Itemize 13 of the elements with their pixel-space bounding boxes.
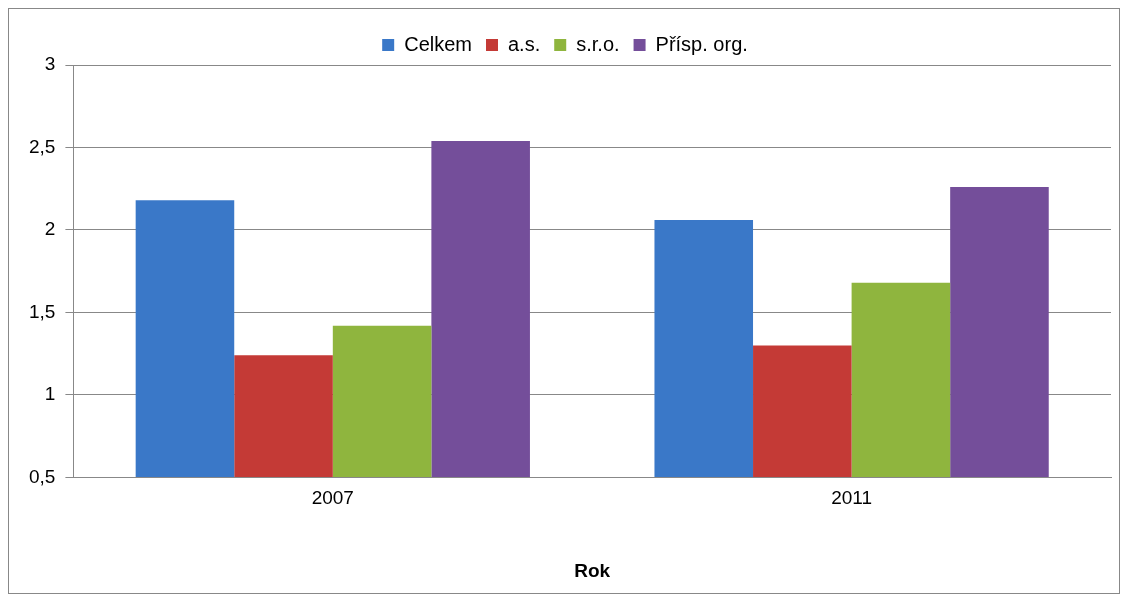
legend-label: s.r.o. [576, 32, 620, 55]
x-tick-label: 2007 [311, 487, 354, 509]
y-tick-label: 1 [44, 383, 56, 405]
legend-label: Přísp. org. [655, 32, 748, 55]
y-tick-label: 2,5 [28, 135, 56, 157]
x-axis-title: Rok [574, 559, 611, 581]
y-tick-label: 3 [44, 53, 56, 75]
legend-label: Celkem [404, 32, 472, 55]
x-tick-label: 2011 [831, 487, 873, 509]
legend-label: a.s. [507, 32, 541, 55]
y-tick-label: 0,5 [28, 465, 56, 487]
y-tick-label: 2 [44, 218, 56, 240]
y-tick-label: 1,5 [28, 300, 56, 322]
